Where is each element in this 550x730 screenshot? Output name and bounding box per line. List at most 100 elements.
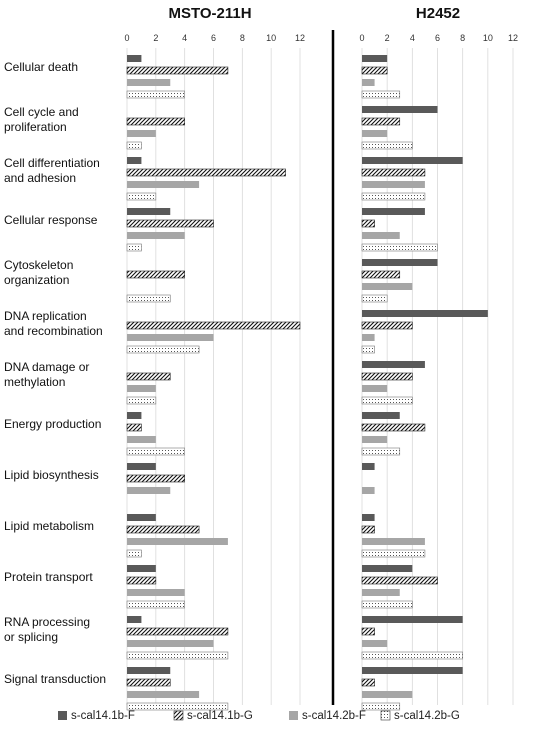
- legend: s-cal14.1b-F s-cal14.1b-G s-cal14.2b-F s-ca…: [58, 710, 460, 722]
- tick-label: 12: [508, 33, 518, 43]
- bar-s-cal14.2b-F: [362, 538, 425, 545]
- panel-title-1: H2452: [416, 5, 460, 22]
- category-label: DNA replication and recombination: [4, 309, 103, 338]
- category-label: Energy production: [4, 417, 101, 431]
- tick-label: 0: [359, 33, 364, 43]
- category-label: Cell differentiation and adhesion: [4, 156, 100, 185]
- tick-label: 2: [385, 33, 390, 43]
- bar-s-cal14.2b-G: [361, 345, 375, 354]
- bar-s-cal14.1b-F: [362, 361, 425, 368]
- bar-s-cal14.2b-G: [361, 90, 401, 99]
- category-label: Cell cycle and proliferation: [4, 105, 79, 134]
- bar-s-cal14.1b-G: [126, 372, 171, 381]
- bar-s-cal14.1b-G: [126, 168, 286, 177]
- bar-s-cal14.2b-G: [126, 90, 185, 99]
- bar-s-cal14.2b-G: [361, 192, 426, 201]
- bar-s-cal14.1b-G: [361, 66, 388, 75]
- tick-label: 10: [266, 33, 276, 43]
- bar-s-cal14.2b-F: [362, 640, 388, 647]
- bar-s-cal14.1b-F: [127, 412, 142, 419]
- bar-s-cal14.1b-G: [361, 270, 401, 279]
- bar-s-cal14.2b-F: [127, 589, 185, 596]
- bar-s-cal14.2b-F: [127, 691, 200, 698]
- bar-s-cal14.1b-G: [361, 321, 413, 330]
- labels: MSTO-211H 0 2 4 6 8 10 12 H2452 0 2 4 6 8 10 12 Cellular…: [4, 5, 518, 686]
- bar-s-cal14.1b-F: [362, 565, 413, 572]
- tick-label: 8: [460, 33, 465, 43]
- tick-label: 4: [410, 33, 415, 43]
- bar-s-cal14.2b-G: [126, 447, 185, 456]
- legend-swatch: [173, 710, 184, 721]
- bar-s-cal14.2b-G: [361, 396, 413, 405]
- legend-swatch: [58, 711, 67, 720]
- bar-s-cal14.2b-G: [126, 294, 171, 303]
- bar-s-cal14.1b-F: [362, 463, 375, 470]
- bar-s-cal14.1b-G: [126, 117, 185, 126]
- bar-s-cal14.1b-G: [126, 423, 142, 432]
- bar-s-cal14.2b-G: [126, 192, 157, 201]
- bar-s-cal14.1b-G: [361, 168, 426, 177]
- bar-s-cal14.1b-G: [126, 321, 301, 330]
- bar-s-cal14.1b-F: [362, 310, 488, 317]
- bar-s-cal14.2b-F: [127, 334, 214, 341]
- bar-s-cal14.1b-G: [126, 66, 229, 75]
- bar-s-cal14.2b-G: [126, 141, 142, 150]
- bar-s-cal14.2b-F: [127, 385, 156, 392]
- bar-s-cal14.2b-F: [127, 538, 228, 545]
- bar-s-cal14.2b-G: [361, 600, 413, 609]
- bar-s-cal14.2b-F: [127, 640, 214, 647]
- bar-s-cal14.2b-F: [362, 283, 413, 290]
- category-label: Cellular response: [4, 213, 98, 227]
- tick-label: 12: [295, 33, 305, 43]
- tick-label: 8: [240, 33, 245, 43]
- bar-s-cal14.1b-F: [362, 259, 438, 266]
- category-label: Lipid biosynthesis: [4, 468, 99, 482]
- bar-s-cal14.2b-G: [361, 702, 401, 711]
- bar-s-cal14.1b-G: [361, 627, 375, 636]
- bar-s-cal14.1b-G: [126, 525, 200, 534]
- bar-s-cal14.1b-F: [362, 55, 388, 62]
- bar-s-cal14.1b-G: [126, 270, 185, 279]
- bar-s-cal14.1b-F: [362, 157, 463, 164]
- legend-label: s-cal14.1b-F: [71, 710, 135, 722]
- tick-label: 6: [435, 33, 440, 43]
- bar-s-cal14.1b-F: [127, 157, 142, 164]
- tick-label: 10: [483, 33, 493, 43]
- bar-s-cal14.1b-F: [362, 208, 425, 215]
- bar-s-cal14.2b-F: [127, 232, 185, 239]
- bar-s-cal14.1b-F: [362, 616, 463, 623]
- bar-s-cal14.1b-G: [126, 627, 229, 636]
- bar-s-cal14.2b-G: [126, 651, 229, 660]
- category-label: Lipid metabolism: [4, 519, 94, 533]
- bar-s-cal14.1b-G: [361, 576, 438, 585]
- bar-s-cal14.2b-F: [127, 79, 171, 86]
- category-label: Protein transport: [4, 570, 93, 584]
- bar-s-cal14.2b-F: [127, 181, 200, 188]
- bar-s-cal14.2b-G: [361, 549, 426, 558]
- bar-s-cal14.1b-G: [126, 678, 171, 687]
- bar-s-cal14.1b-F: [362, 514, 375, 521]
- bar-s-cal14.2b-G: [361, 243, 438, 252]
- category-label: Cytoskeleton organization: [4, 258, 73, 287]
- category-label: Cellular death: [4, 60, 78, 74]
- bar-s-cal14.2b-F: [362, 436, 388, 443]
- bar-s-cal14.2b-G: [126, 396, 157, 405]
- panel-title-0: MSTO-211H: [168, 5, 251, 22]
- bar-s-cal14.1b-F: [127, 514, 156, 521]
- legend-label: s-cal14.1b-G: [187, 710, 253, 722]
- bar-s-cal14.2b-F: [362, 130, 388, 137]
- bar-s-cal14.2b-F: [362, 691, 413, 698]
- legend-label: s-cal14.2b-F: [302, 710, 366, 722]
- bar-s-cal14.2b-F: [127, 487, 171, 494]
- bar-s-cal14.2b-F: [362, 487, 375, 494]
- bar-s-cal14.2b-F: [127, 436, 156, 443]
- tick-label: 6: [211, 33, 216, 43]
- bar-s-cal14.2b-F: [127, 130, 156, 137]
- bar-s-cal14.2b-G: [126, 243, 142, 252]
- bar-s-cal14.2b-G: [126, 702, 229, 711]
- bar-s-cal14.1b-F: [127, 667, 171, 674]
- tick-label: 4: [182, 33, 187, 43]
- bar-s-cal14.1b-F: [127, 565, 156, 572]
- bar-s-cal14.1b-G: [361, 219, 375, 228]
